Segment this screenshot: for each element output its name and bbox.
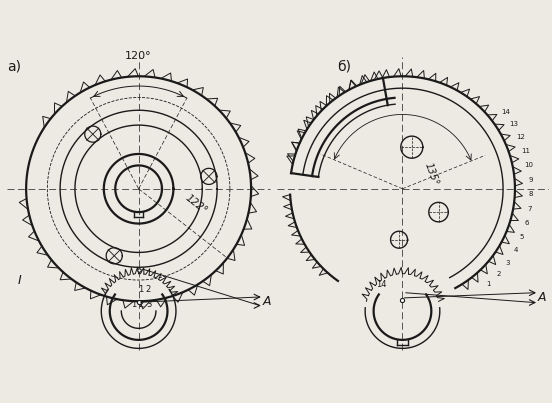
Text: 1: 1: [131, 300, 136, 309]
Text: 6: 6: [524, 220, 529, 226]
Text: 10: 10: [524, 162, 533, 168]
Text: 1: 1: [137, 285, 143, 294]
Text: 3: 3: [146, 300, 151, 309]
Text: 120°: 120°: [125, 51, 152, 61]
Text: A: A: [263, 295, 271, 308]
Text: б): б): [337, 59, 351, 73]
Text: 7: 7: [527, 206, 532, 212]
Text: 1: 1: [486, 281, 491, 287]
Text: 11: 11: [521, 148, 530, 154]
Text: 2: 2: [139, 300, 144, 309]
Text: 4: 4: [513, 247, 518, 253]
Text: A: A: [538, 291, 546, 304]
Text: I: I: [18, 274, 22, 287]
Text: 9: 9: [528, 177, 533, 183]
Text: а): а): [7, 59, 21, 73]
Text: 5: 5: [519, 234, 524, 240]
Text: 2: 2: [145, 285, 151, 294]
Text: 12: 12: [516, 135, 525, 141]
Text: 3: 3: [506, 260, 510, 266]
Text: 122°: 122°: [183, 193, 209, 216]
Text: 14: 14: [376, 280, 386, 289]
Text: 14: 14: [501, 109, 510, 115]
Text: 2: 2: [497, 271, 501, 277]
Text: 13: 13: [509, 121, 518, 127]
Text: 135°: 135°: [423, 162, 440, 187]
Text: 8: 8: [529, 191, 533, 197]
